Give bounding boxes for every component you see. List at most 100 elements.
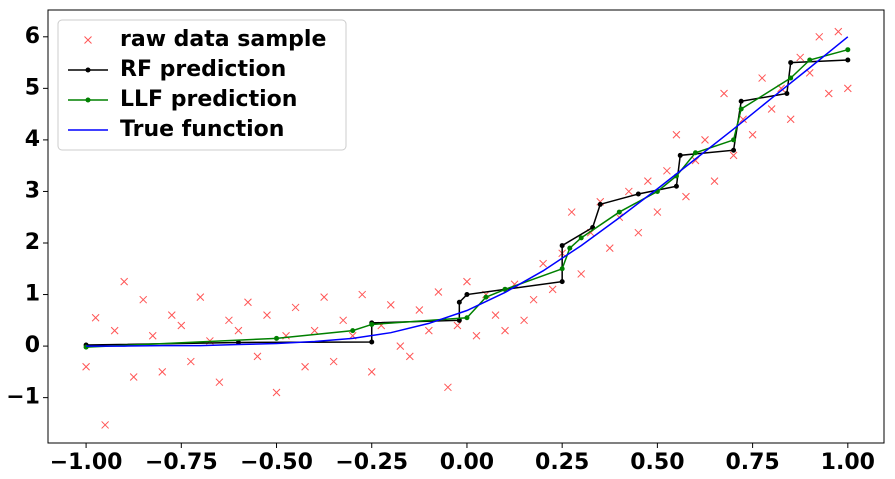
x-marker: [758, 74, 766, 82]
x-marker: [358, 290, 367, 299]
dot-marker: [673, 183, 679, 189]
legend-label: raw data sample: [120, 27, 326, 52]
x-marker: [158, 368, 167, 376]
y-tick-label: 1: [25, 282, 40, 307]
x-marker: [672, 130, 681, 139]
x-marker: [139, 295, 148, 304]
x-marker: [491, 311, 500, 320]
x-marker: [167, 311, 176, 320]
dot-marker: [456, 299, 462, 305]
dot-marker: [85, 97, 91, 103]
x-marker: [244, 298, 252, 307]
series-line: [86, 36, 849, 347]
x-tick-label: −0.50: [240, 450, 313, 475]
dot-marker: [788, 60, 794, 66]
x-marker: [824, 89, 833, 98]
dot-marker: [616, 209, 622, 215]
y-tick-label: 3: [25, 178, 40, 203]
y-tick-label: 6: [25, 24, 40, 49]
x-marker: [339, 316, 348, 325]
x-marker: [634, 228, 643, 237]
x-tick-label: 0.50: [630, 450, 684, 475]
x-marker: [815, 32, 824, 41]
x-marker: [120, 277, 129, 286]
x-marker: [425, 326, 433, 335]
x-marker: [834, 27, 843, 36]
x-marker: [91, 313, 100, 322]
x-marker: [396, 342, 405, 350]
x-marker: [215, 378, 224, 387]
x-marker: [386, 300, 395, 309]
x-tick-label: −0.75: [145, 450, 218, 475]
x-marker: [101, 421, 109, 429]
x-marker: [548, 285, 557, 294]
x-marker: [263, 311, 271, 320]
x-marker: [405, 352, 414, 361]
dot-marker: [559, 243, 565, 249]
x-marker: [796, 53, 805, 62]
x-marker: [739, 115, 747, 124]
dot-marker: [784, 91, 790, 97]
dot-marker: [369, 339, 375, 345]
x-marker: [434, 288, 443, 296]
x-marker: [329, 357, 338, 366]
dot-marker: [635, 191, 641, 197]
series: [83, 47, 851, 350]
legend-label: LLF prediction: [120, 87, 297, 112]
y-tick-label: 5: [25, 75, 40, 100]
legend-label: True function: [120, 117, 284, 142]
dot-marker: [559, 279, 565, 285]
x-marker: [177, 321, 186, 330]
x-marker: [310, 326, 319, 335]
plot-frame: [47, 9, 885, 444]
x-marker: [463, 277, 471, 286]
x-marker: [148, 331, 157, 340]
dot-marker: [85, 67, 91, 73]
dot-marker: [464, 315, 470, 321]
x-marker: [301, 362, 309, 371]
legend-box: [57, 19, 347, 151]
x-marker: [444, 383, 452, 392]
dot-marker: [578, 235, 584, 241]
x-tick-label: 0.25: [535, 450, 589, 475]
x-tick-label: −0.25: [335, 450, 408, 475]
x-marker: [367, 368, 376, 376]
x-marker: [110, 326, 119, 335]
x-marker: [472, 331, 481, 340]
dot-marker: [597, 201, 603, 207]
dot-marker: [845, 57, 851, 63]
x-marker: [225, 316, 233, 325]
x-marker: [663, 166, 671, 175]
dot-marker: [731, 137, 737, 143]
x-marker: [129, 373, 138, 381]
dot-marker: [464, 292, 470, 298]
x-marker: [767, 105, 776, 113]
x-marker: [253, 352, 262, 361]
x-marker: [272, 388, 281, 397]
dot-marker: [559, 266, 565, 272]
y-tick-label: 2: [25, 230, 40, 255]
dot-marker: [807, 57, 813, 63]
x-tick-label: −1.00: [50, 450, 123, 475]
x-marker: [415, 306, 424, 314]
x-marker: [453, 321, 462, 330]
x-marker: [710, 177, 719, 185]
y-tick-label: 4: [25, 127, 40, 152]
series: [86, 36, 849, 347]
x-marker: [82, 362, 90, 371]
x-marker: [624, 187, 633, 196]
dot-marker: [350, 328, 356, 334]
x-marker: [729, 151, 738, 160]
x-marker: [644, 177, 652, 185]
x-tick-label: 1.00: [821, 450, 875, 475]
y-tick-label: −1: [6, 385, 40, 410]
dot-marker: [483, 294, 489, 300]
dot-marker: [502, 286, 508, 292]
x-marker: [84, 36, 92, 44]
dot-marker: [731, 147, 737, 153]
x-marker: [720, 89, 728, 98]
x-marker: [653, 208, 662, 216]
x-marker: [786, 115, 795, 124]
dot-marker: [738, 106, 744, 112]
